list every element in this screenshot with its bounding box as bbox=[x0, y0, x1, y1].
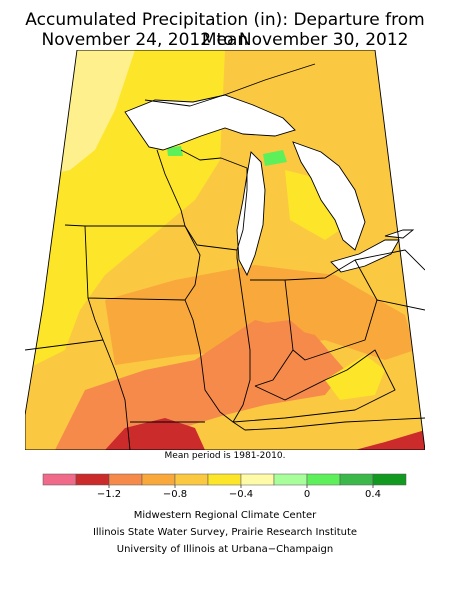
zone-yellow-ohio-valley bbox=[325, 355, 385, 400]
color-legend: −1.2 −0.8 −0.4 0 0.4 bbox=[42, 473, 407, 500]
tennessee-boundary bbox=[232, 417, 425, 431]
legend-swatch bbox=[306, 473, 341, 486]
zone-green-upper-peninsula bbox=[263, 150, 287, 166]
kansas-boundary bbox=[25, 339, 104, 351]
legend-swatch bbox=[75, 473, 110, 486]
credit-isws: Illinois State Water Survey, Prairie Res… bbox=[92, 527, 358, 538]
legend-swatch bbox=[339, 473, 374, 486]
kentucky-boundary bbox=[232, 349, 396, 423]
dakota-boundary bbox=[64, 224, 86, 227]
missouri-boundary bbox=[87, 297, 131, 450]
iowa-boundary bbox=[84, 225, 201, 301]
lake-superior bbox=[124, 94, 296, 151]
pennsylvania-boundary bbox=[354, 249, 425, 271]
legend-tick-label: −1.2 bbox=[97, 489, 121, 500]
lake-michigan bbox=[236, 151, 266, 277]
legend-label-group: −1.2 −0.8 −0.4 0 0.4 bbox=[97, 485, 381, 500]
map-title: Accumulated Precipitation (in): Departur… bbox=[25, 10, 425, 50]
legend-swatch bbox=[42, 473, 77, 486]
precipitation-departure-map bbox=[25, 50, 425, 450]
legend-swatch bbox=[372, 473, 407, 486]
legend-tick-label: −0.8 bbox=[163, 489, 187, 500]
legend-swatch bbox=[273, 473, 308, 486]
legend-tick-label: 0.4 bbox=[365, 489, 381, 500]
legend-swatch-group bbox=[42, 473, 407, 486]
wisconsin-boundary bbox=[180, 149, 248, 251]
mean-period-note: Mean period is 1981-2010. bbox=[164, 451, 286, 461]
lake-huron bbox=[292, 141, 366, 251]
minnesota-boundary bbox=[85, 149, 186, 227]
map-date-range: November 24, 2012 to November 30, 2012 bbox=[41, 30, 409, 50]
zone-orange-midwest bbox=[105, 265, 415, 365]
credit-uiuc: University of Illinois at Urbana−Champai… bbox=[116, 544, 334, 555]
credit-mrcc: Midwestern Regional Climate Center bbox=[133, 510, 317, 521]
zone-red-south bbox=[105, 418, 205, 450]
west-virginia-boundary bbox=[376, 299, 425, 311]
legend-swatch bbox=[174, 473, 209, 486]
ohio-boundary bbox=[284, 259, 378, 361]
legend-swatch bbox=[207, 473, 242, 486]
lake-ontario bbox=[384, 229, 415, 239]
canada-border bbox=[144, 63, 316, 107]
legend-swatch bbox=[240, 473, 275, 486]
map-border bbox=[25, 50, 425, 450]
legend-swatch bbox=[108, 473, 143, 486]
great-lakes bbox=[124, 94, 415, 277]
legend-swatch bbox=[141, 473, 176, 486]
zone-green-lake-superior bbox=[167, 146, 183, 156]
legend-tick-label: −0.4 bbox=[229, 489, 253, 500]
zone-red-southeast bbox=[355, 430, 425, 450]
legend-tick-label: 0 bbox=[304, 489, 310, 500]
state-boundaries bbox=[25, 50, 425, 450]
